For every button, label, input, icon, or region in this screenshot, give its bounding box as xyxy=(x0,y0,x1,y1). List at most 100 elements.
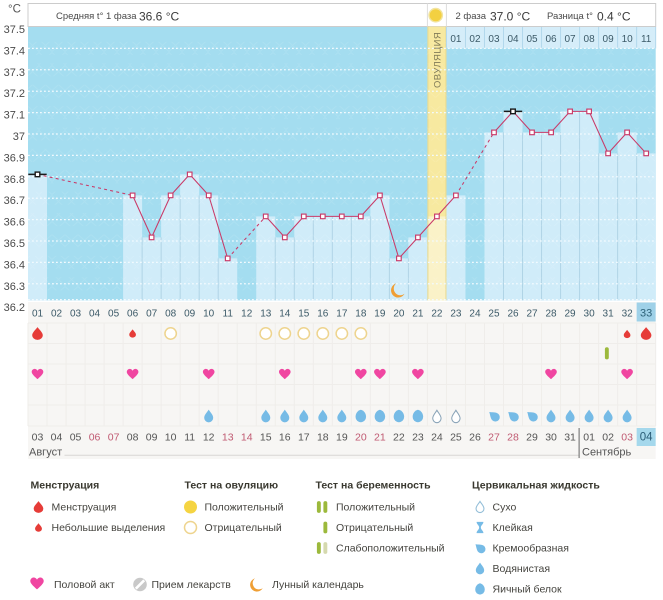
svg-text:25: 25 xyxy=(450,432,462,444)
svg-text:09: 09 xyxy=(146,432,158,444)
svg-text:14: 14 xyxy=(241,432,253,444)
svg-text:12: 12 xyxy=(241,308,253,319)
svg-text:Тест на овуляцию: Тест на овуляцию xyxy=(185,480,279,492)
svg-text:23: 23 xyxy=(450,308,462,319)
svg-text:Половой акт: Половой акт xyxy=(54,579,115,591)
svg-text:01: 01 xyxy=(32,308,44,319)
svg-text:28: 28 xyxy=(545,308,557,319)
svg-text:24: 24 xyxy=(469,308,481,319)
svg-text:27: 27 xyxy=(488,432,500,444)
svg-text:26: 26 xyxy=(469,432,481,444)
svg-text:32: 32 xyxy=(622,308,634,319)
svg-text:08: 08 xyxy=(127,432,139,444)
svg-text:04: 04 xyxy=(51,432,63,444)
svg-text:15: 15 xyxy=(260,432,272,444)
svg-text:20: 20 xyxy=(393,308,405,319)
svg-text:0.4 °C: 0.4 °C xyxy=(597,10,631,24)
svg-text:36.8: 36.8 xyxy=(4,174,25,186)
svg-text:15: 15 xyxy=(298,308,310,319)
svg-text:08: 08 xyxy=(165,308,177,319)
svg-text:Клейкая: Клейкая xyxy=(493,522,533,534)
svg-text:29: 29 xyxy=(526,432,538,444)
svg-text:29: 29 xyxy=(565,308,577,319)
svg-text:36.6: 36.6 xyxy=(4,217,25,229)
svg-text:2 фаза: 2 фаза xyxy=(456,11,487,22)
svg-text:23: 23 xyxy=(412,432,424,444)
svg-text:06: 06 xyxy=(127,308,139,319)
svg-text:01: 01 xyxy=(450,34,462,45)
svg-text:22: 22 xyxy=(393,432,405,444)
svg-text:37.0 °C: 37.0 °C xyxy=(490,10,530,24)
svg-text:36.6 °C: 36.6 °C xyxy=(139,10,179,24)
svg-text:21: 21 xyxy=(374,432,386,444)
svg-text:04: 04 xyxy=(507,34,519,45)
svg-text:20: 20 xyxy=(355,432,367,444)
svg-text:18: 18 xyxy=(355,308,367,319)
svg-text:06: 06 xyxy=(89,432,101,444)
svg-text:03: 03 xyxy=(621,432,633,444)
svg-text:30: 30 xyxy=(545,432,557,444)
svg-text:36.2: 36.2 xyxy=(4,302,25,314)
svg-text:28: 28 xyxy=(507,432,519,444)
svg-text:13: 13 xyxy=(222,432,234,444)
svg-text:Сентябрь: Сентябрь xyxy=(582,447,632,459)
svg-text:36.9: 36.9 xyxy=(4,152,25,164)
svg-text:18: 18 xyxy=(317,432,329,444)
svg-text:17: 17 xyxy=(298,432,310,444)
svg-text:Водянистая: Водянистая xyxy=(493,563,551,575)
svg-text:Цервикальная жидкость: Цервикальная жидкость xyxy=(472,480,600,492)
svg-text:Средняя t° 1 фаза: Средняя t° 1 фаза xyxy=(56,11,137,22)
svg-text:37.4: 37.4 xyxy=(4,45,25,57)
svg-text:11: 11 xyxy=(184,432,195,444)
svg-text:Тест на беременность: Тест на беременность xyxy=(316,480,432,492)
svg-text:06: 06 xyxy=(545,34,557,45)
svg-text:37.1: 37.1 xyxy=(4,110,25,122)
svg-text:16: 16 xyxy=(279,432,291,444)
svg-text:Лунный календарь: Лунный календарь xyxy=(272,579,364,591)
svg-text:10: 10 xyxy=(203,308,215,319)
svg-text:09: 09 xyxy=(184,308,196,319)
svg-text:05: 05 xyxy=(526,34,538,45)
svg-text:07: 07 xyxy=(146,308,158,319)
svg-text:36.7: 36.7 xyxy=(4,195,25,207)
svg-text:03: 03 xyxy=(32,432,44,444)
svg-text:Прием лекарств: Прием лекарств xyxy=(152,579,232,591)
svg-text:Август: Август xyxy=(29,447,62,459)
svg-text:04: 04 xyxy=(640,432,653,444)
svg-text:16: 16 xyxy=(317,308,329,319)
svg-text:Менструация: Менструация xyxy=(52,502,117,514)
svg-text:37.2: 37.2 xyxy=(4,88,25,100)
svg-text:08: 08 xyxy=(584,34,596,45)
svg-text:02: 02 xyxy=(51,308,63,319)
svg-text:27: 27 xyxy=(526,308,538,319)
svg-text:Отрицательный: Отрицательный xyxy=(205,522,282,534)
svg-text:36.5: 36.5 xyxy=(4,238,25,250)
svg-text:33: 33 xyxy=(640,307,652,319)
svg-text:12: 12 xyxy=(203,432,215,444)
svg-text:17: 17 xyxy=(336,308,348,319)
svg-text:03: 03 xyxy=(70,308,82,319)
svg-text:Менструация: Менструация xyxy=(31,480,100,492)
svg-text:Небольшие выделения: Небольшие выделения xyxy=(52,522,166,534)
svg-text:37.5: 37.5 xyxy=(4,24,25,36)
svg-text:07: 07 xyxy=(565,34,577,45)
svg-text:11: 11 xyxy=(641,34,652,45)
svg-text:25: 25 xyxy=(488,308,500,319)
svg-text:Положительный: Положительный xyxy=(336,502,415,514)
svg-text:ОВУЛЯЦИЯ: ОВУЛЯЦИЯ xyxy=(432,32,443,88)
svg-text:31: 31 xyxy=(603,308,615,319)
svg-text:05: 05 xyxy=(70,432,82,444)
svg-text:21: 21 xyxy=(412,308,424,319)
svg-text:01: 01 xyxy=(583,432,595,444)
svg-text:22: 22 xyxy=(431,308,443,319)
svg-text:24: 24 xyxy=(431,432,443,444)
svg-text:05: 05 xyxy=(108,308,120,319)
svg-text:02: 02 xyxy=(469,34,481,45)
svg-text:Слабоположительный: Слабоположительный xyxy=(336,543,445,555)
svg-text:19: 19 xyxy=(374,308,386,319)
svg-text:37: 37 xyxy=(13,131,25,143)
svg-text:09: 09 xyxy=(603,34,615,45)
svg-text:36.4: 36.4 xyxy=(4,259,25,271)
svg-text:Яичный белок: Яичный белок xyxy=(493,584,563,595)
svg-text:04: 04 xyxy=(89,308,101,319)
